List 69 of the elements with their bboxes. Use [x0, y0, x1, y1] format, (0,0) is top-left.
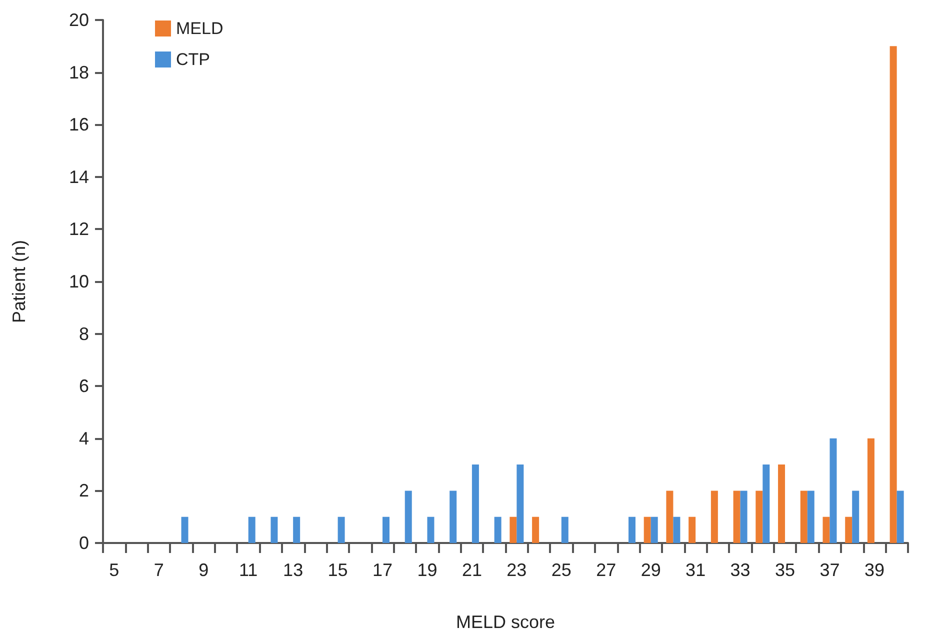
legend-label: MELD: [176, 19, 224, 38]
x-tick-label: 37: [820, 560, 840, 580]
bar: [248, 516, 256, 543]
bar: [450, 490, 457, 543]
x-tick-label: 29: [640, 560, 661, 580]
bar: [382, 516, 390, 543]
y-tick-label: 4: [78, 428, 89, 448]
bar: [740, 490, 748, 543]
bar: [666, 490, 674, 543]
bar: [756, 490, 763, 543]
bar: [644, 516, 651, 543]
bar: [807, 490, 814, 543]
bar: [778, 464, 786, 543]
bar: [762, 464, 770, 543]
x-tick-label: 33: [730, 560, 750, 580]
bar: [896, 490, 904, 543]
x-tick-label: 15: [328, 560, 348, 580]
bar: [710, 490, 718, 543]
bar: [338, 516, 345, 543]
x-tick-label: 27: [596, 560, 616, 580]
bar: [516, 464, 524, 543]
bar: [494, 516, 502, 543]
x-tick-label: 17: [372, 560, 393, 580]
y-tick-label: 18: [68, 62, 89, 82]
bar: [293, 516, 300, 543]
bar: [510, 516, 517, 543]
bar: [532, 516, 540, 543]
x-tick-label: 35: [775, 560, 796, 580]
x-axis-title: MELD score: [456, 612, 556, 632]
x-tick-label: 25: [551, 560, 572, 580]
x-tick-label: 11: [239, 560, 258, 580]
bar: [561, 516, 568, 543]
y-tick-label: 20: [68, 10, 89, 30]
bar: [628, 516, 636, 543]
bar: [830, 438, 837, 543]
y-tick-label: 12: [68, 219, 89, 240]
bar: [650, 516, 658, 543]
bar: [472, 464, 479, 543]
bar: [427, 516, 434, 543]
y-tick-label: 10: [68, 272, 89, 292]
bar: [845, 516, 852, 543]
bar: [404, 490, 412, 543]
bar: [733, 490, 740, 543]
bar: [822, 516, 830, 543]
bar: [688, 516, 696, 543]
y-tick-label: 6: [78, 376, 89, 396]
x-tick-label: 23: [506, 560, 527, 580]
y-axis-title: Patient (n): [9, 240, 29, 324]
y-tick-label: 0: [78, 533, 89, 553]
y-tick-label: 8: [78, 324, 89, 344]
x-tick-label: 19: [417, 560, 438, 580]
legend-label: CTP: [176, 50, 210, 69]
y-tick-label: 2: [78, 480, 89, 501]
bar: [270, 516, 278, 543]
x-tick-label: 7: [154, 560, 164, 580]
y-tick-label: 14: [68, 166, 89, 187]
bar: [890, 46, 897, 543]
x-tick-label: 9: [198, 560, 209, 580]
bar: [867, 438, 874, 543]
y-tick-label: 16: [68, 114, 89, 135]
bar: [800, 490, 808, 543]
x-tick-label: 39: [864, 560, 884, 580]
x-tick-label: 21: [462, 560, 482, 580]
bar: [852, 490, 860, 543]
x-tick-label: 31: [686, 560, 706, 580]
x-tick-label: 13: [283, 560, 304, 580]
bar: [181, 516, 188, 543]
x-tick-label: 5: [109, 560, 120, 580]
bar: [673, 516, 680, 543]
